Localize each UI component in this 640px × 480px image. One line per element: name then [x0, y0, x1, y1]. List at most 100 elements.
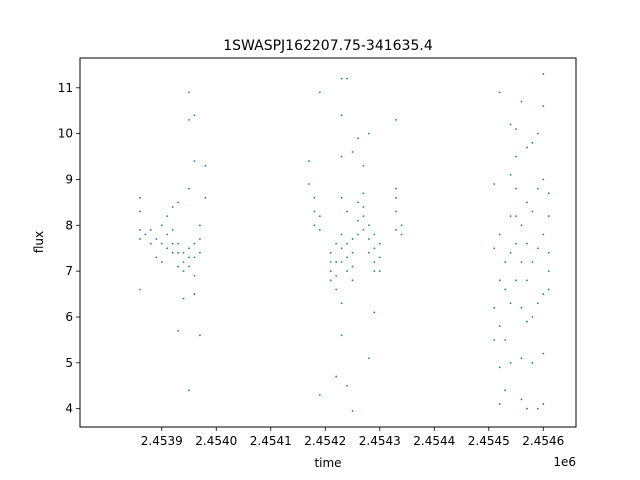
data-point	[536, 247, 539, 250]
data-point	[155, 238, 158, 240]
plot-frame	[79, 57, 577, 428]
data-point	[536, 407, 539, 410]
x-tick-label: 2.4546	[522, 434, 564, 448]
data-point	[188, 389, 190, 392]
data-point	[547, 251, 550, 254]
data-point	[340, 334, 343, 337]
data-point	[182, 270, 185, 273]
data-point	[329, 279, 332, 282]
data-point	[335, 242, 338, 245]
data-point	[188, 91, 190, 94]
y-tick-label: 4	[65, 402, 73, 416]
data-point	[515, 155, 517, 158]
data-point	[177, 329, 180, 332]
data-point	[498, 366, 501, 369]
chart-title: 1SWASPJ162207.75-341635.4	[223, 38, 433, 54]
data-point	[177, 242, 180, 245]
data-point	[395, 187, 398, 190]
data-point	[139, 210, 141, 213]
data-point	[188, 256, 190, 259]
data-point	[204, 164, 207, 167]
x-tick-label: 2.4540	[195, 434, 237, 448]
data-point	[340, 155, 343, 158]
data-point	[362, 206, 365, 208]
data-point	[547, 192, 550, 195]
data-point	[155, 256, 158, 259]
data-point	[160, 224, 163, 227]
data-point	[547, 270, 550, 273]
data-point	[509, 215, 512, 218]
y-tick-label: 8	[65, 218, 73, 232]
data-point	[498, 279, 501, 282]
data-point	[329, 261, 332, 263]
data-point	[509, 173, 512, 176]
data-point	[329, 251, 332, 254]
data-point	[149, 242, 152, 245]
data-point	[193, 256, 196, 259]
data-point	[504, 389, 507, 392]
y-axis-label: flux	[32, 231, 46, 253]
data-point	[340, 196, 343, 199]
x-tick-label: 2.4541	[250, 434, 292, 448]
data-point	[171, 251, 174, 254]
data-point	[395, 228, 398, 231]
x-tick-label: 2.4545	[468, 434, 510, 448]
data-point	[362, 215, 365, 218]
data-point	[182, 297, 185, 300]
data-point	[166, 215, 169, 218]
data-point	[536, 132, 539, 135]
data-point	[509, 123, 512, 126]
data-point	[199, 224, 201, 227]
x-axis-label: time	[314, 456, 341, 470]
data-point	[351, 410, 354, 412]
data-point	[199, 334, 201, 337]
data-point	[526, 279, 528, 282]
data-point	[400, 233, 403, 236]
data-point	[531, 141, 534, 144]
data-point	[351, 265, 354, 268]
data-point	[177, 251, 180, 254]
data-point	[498, 91, 501, 94]
data-point	[520, 100, 523, 103]
data-point	[351, 151, 354, 153]
data-point	[340, 261, 343, 263]
data-point	[346, 242, 348, 245]
data-point	[318, 394, 321, 396]
data-point	[340, 247, 343, 250]
data-point	[193, 160, 196, 163]
data-point	[199, 251, 201, 254]
data-point	[335, 261, 338, 263]
data-point	[182, 261, 185, 263]
data-point	[335, 288, 338, 291]
data-point	[340, 233, 343, 236]
data-point	[313, 224, 316, 227]
data-point	[542, 105, 545, 108]
data-layer	[139, 73, 550, 412]
data-point	[493, 247, 496, 250]
data-point	[367, 238, 370, 240]
y-tick-label: 5	[65, 356, 73, 370]
data-point	[351, 238, 354, 240]
data-point	[362, 192, 365, 195]
data-point	[536, 187, 539, 190]
x-axis-ticks: 2.4539 2.4540 2.4541 2.4542 2.4543 2.4544 2.45…	[141, 427, 564, 448]
data-point	[193, 242, 196, 245]
data-point	[526, 407, 528, 410]
data-point	[526, 146, 528, 149]
y-axis-ticks: 4 5 6 7 8 9 10 11	[58, 81, 80, 416]
data-point	[362, 164, 365, 167]
data-point	[318, 91, 321, 94]
data-point	[526, 201, 528, 204]
data-point	[509, 361, 512, 364]
data-point	[526, 242, 528, 245]
x-tick-label: 2.4543	[359, 434, 401, 448]
data-point	[515, 128, 517, 130]
data-point	[520, 261, 523, 263]
data-point	[182, 251, 185, 254]
x-tick-label: 2.4544	[413, 434, 455, 448]
data-point	[378, 270, 381, 273]
data-point	[542, 178, 545, 181]
data-point	[504, 261, 507, 263]
data-point	[367, 357, 370, 360]
data-point	[373, 261, 376, 263]
